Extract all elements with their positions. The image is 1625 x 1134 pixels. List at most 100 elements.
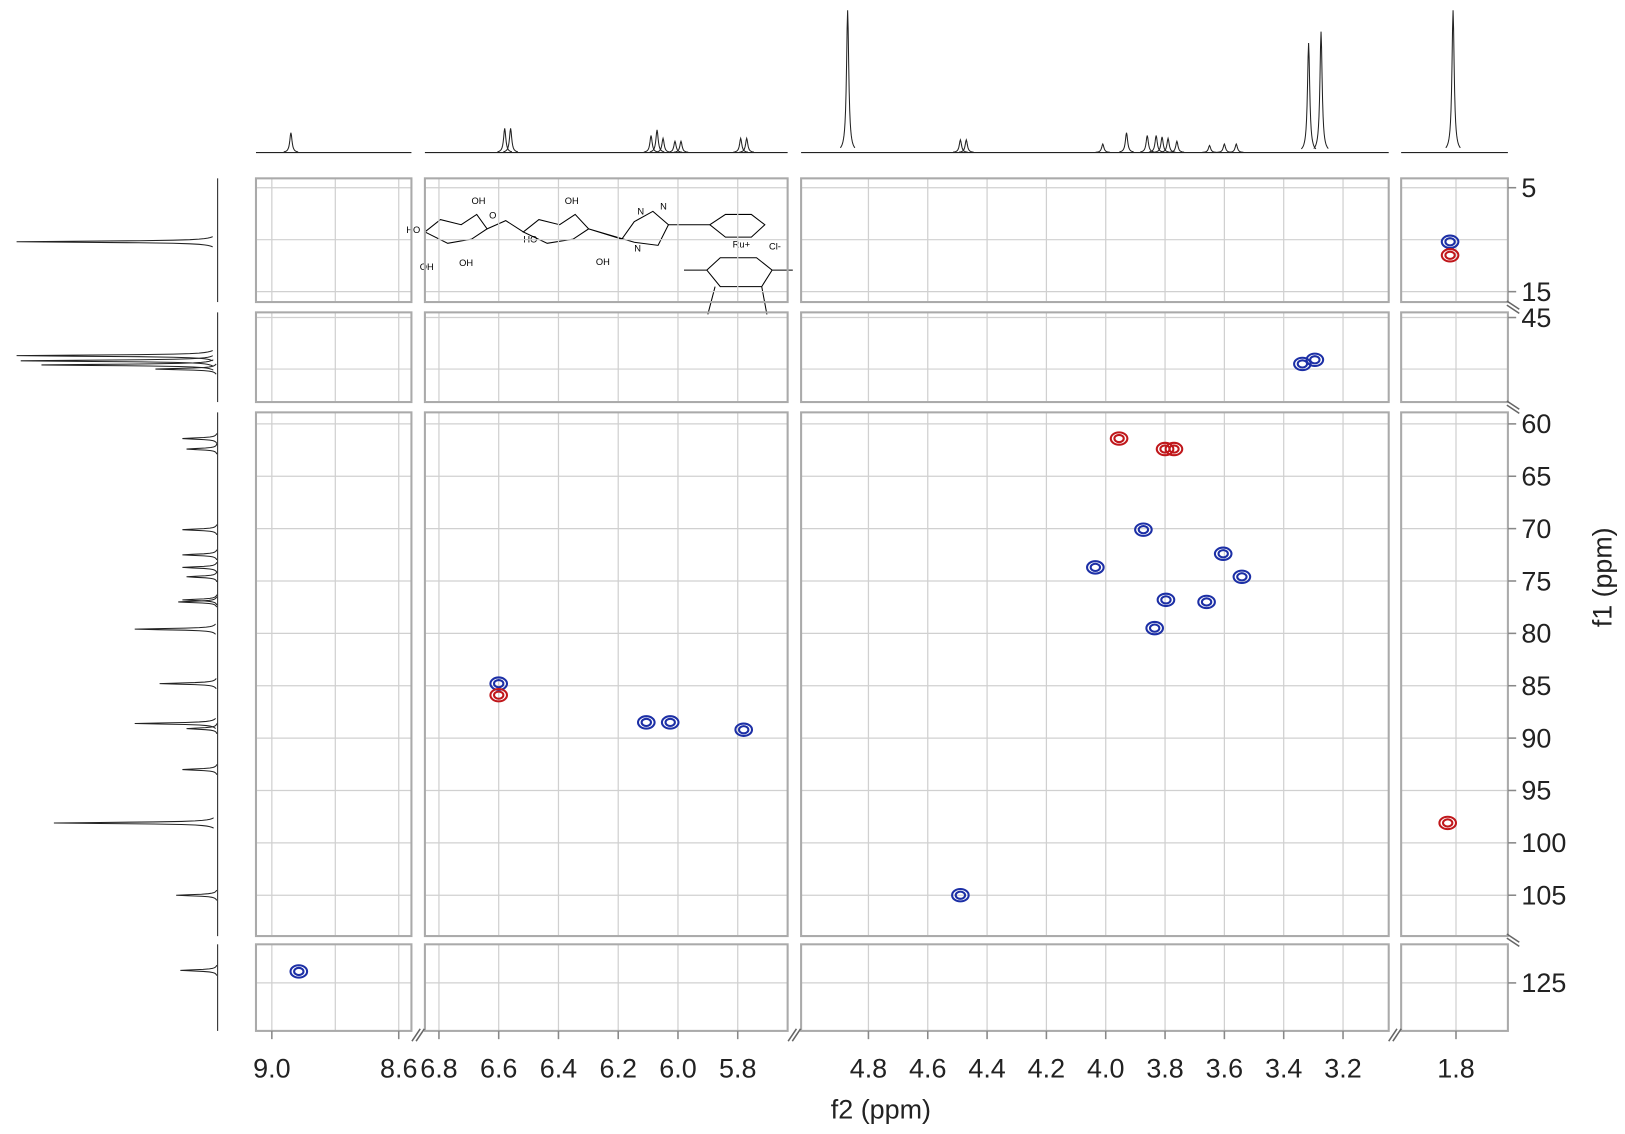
cross-peak (1305, 352, 1325, 368)
cross-peak (1293, 356, 1312, 372)
structure-label: Ru+ (733, 239, 750, 249)
x-tick-label: 4.2 (1028, 1053, 1065, 1083)
f2-peak (1139, 135, 1155, 153)
x-tick-label: 6.0 (659, 1053, 696, 1083)
panel-frame (800, 311, 1390, 404)
f2-peak (958, 138, 974, 153)
f2-peak (649, 129, 665, 153)
cross-peak (1197, 594, 1216, 610)
x-tick-label: 3.8 (1146, 1053, 1183, 1083)
panel-frame (800, 177, 1390, 304)
f2-peak (673, 139, 689, 153)
ring (423, 213, 488, 244)
f1-peak (182, 524, 218, 536)
contour (493, 690, 505, 700)
cross-peak (489, 687, 509, 703)
contour (1109, 431, 1129, 446)
f1-peak (186, 723, 218, 734)
panel-frame (423, 311, 789, 404)
cross-peak (1232, 569, 1252, 585)
f1-peak (182, 562, 218, 573)
f2-peak (1154, 136, 1170, 153)
contour (1086, 560, 1105, 575)
cross-peak (289, 964, 309, 979)
f2-peak (1313, 31, 1329, 149)
f2-peak (953, 138, 968, 153)
y-tick-label: 70 (1521, 514, 1551, 544)
cross-peak (1440, 248, 1460, 263)
contour (289, 964, 309, 979)
axis-break (1506, 400, 1520, 415)
panel-frame (423, 177, 789, 304)
contour (636, 715, 656, 730)
panel-frame (254, 177, 413, 304)
cross-peak (1438, 815, 1458, 831)
cross-peak (1213, 546, 1233, 561)
f1-peak (182, 764, 218, 775)
x-tick-label: 3.6 (1206, 1053, 1243, 1083)
contour (1148, 623, 1161, 633)
f1-peak (53, 817, 214, 829)
f2-peak (1229, 142, 1244, 153)
f2-peak (655, 136, 671, 153)
f1-peak (186, 443, 218, 455)
contour (1232, 569, 1252, 585)
f2-peak (1445, 10, 1461, 149)
panel-frame (254, 943, 413, 1032)
structure-label: OH (565, 196, 579, 206)
cross-peak (1440, 234, 1460, 249)
contour (1293, 356, 1312, 372)
ring (588, 210, 670, 246)
axis-break (1388, 1028, 1402, 1042)
f2-peak (643, 135, 659, 153)
contour (660, 715, 680, 730)
f2-peak (1202, 144, 1217, 153)
x-tick-label: 1.8 (1437, 1053, 1474, 1083)
cross-peak (1109, 431, 1129, 446)
axis-break (787, 1028, 802, 1042)
contour (1155, 441, 1175, 457)
y-tick-label: 15 (1521, 277, 1551, 307)
f1-peak (16, 350, 213, 362)
contour (1145, 620, 1165, 636)
contour (1296, 359, 1309, 369)
contour (489, 687, 509, 703)
f1-peak (134, 623, 216, 635)
structure-label: OH (420, 262, 434, 272)
contour (1160, 595, 1172, 605)
contour (734, 722, 754, 737)
y-tick-label: 65 (1521, 462, 1551, 492)
y-tick-label: 85 (1521, 671, 1551, 701)
x-tick-label: 6.2 (599, 1053, 636, 1083)
f2-peak (839, 10, 856, 149)
f2-peak (1217, 142, 1232, 153)
x-tick-label: 8.6 (380, 1053, 417, 1083)
contour (1309, 355, 1321, 365)
cross-peak (660, 715, 680, 730)
f2-peak (503, 128, 518, 153)
x-tick-label: 9.0 (253, 1053, 290, 1083)
ring (709, 213, 766, 238)
structure-label: N (637, 206, 644, 216)
structure-label: OH (472, 196, 486, 206)
structure-label: OH (459, 258, 473, 268)
panel-frame (800, 411, 1390, 938)
f1-peak (176, 889, 218, 901)
contour (951, 888, 970, 903)
contour (1164, 441, 1184, 457)
cross-peak (1134, 522, 1153, 537)
panel-frame (254, 311, 413, 404)
f2-peak (1148, 135, 1164, 153)
axis-break (1506, 300, 1520, 315)
f1-peak (134, 717, 216, 730)
structure-label: HO (406, 225, 420, 235)
cross-peak (1145, 620, 1165, 636)
panel-frame (423, 411, 789, 938)
ring (683, 257, 793, 315)
contour (1444, 250, 1456, 260)
contour (1200, 597, 1213, 607)
contour (293, 966, 305, 977)
y-tick-label: 75 (1521, 566, 1551, 596)
contour (954, 890, 967, 900)
